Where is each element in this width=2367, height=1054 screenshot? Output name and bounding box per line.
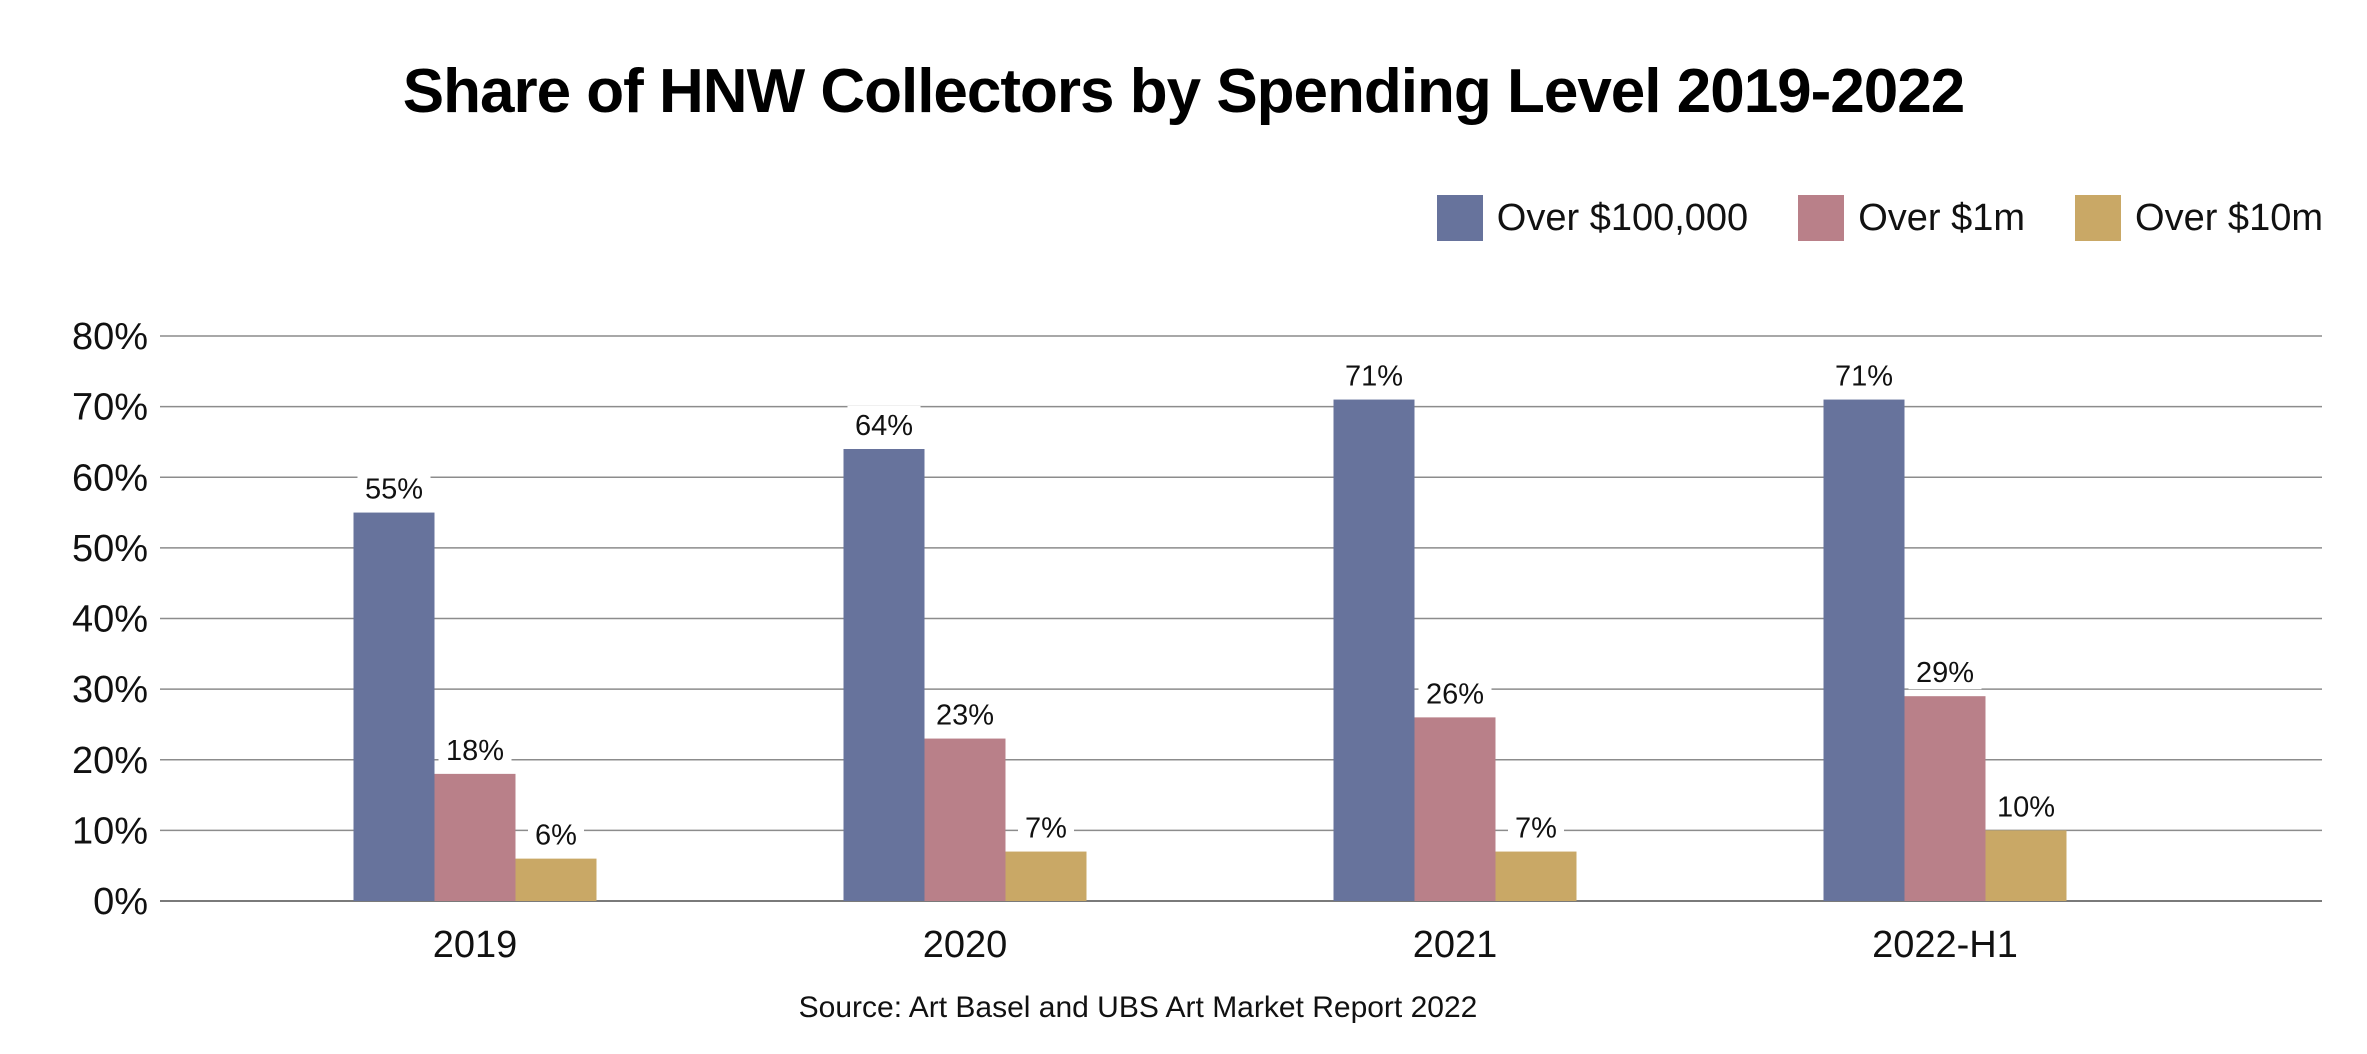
data-label-over-10m-2019: 6% (535, 820, 577, 852)
legend-item-over-1m: Over $1m (1798, 195, 2025, 241)
data-label-over-1m-2021: 26% (1426, 678, 1484, 710)
data-label-over-100-000-2022-h1: 71% (1835, 361, 1893, 393)
y-tick-label-20: 20% (72, 740, 148, 782)
y-tick-label-0: 0% (93, 881, 148, 923)
x-tick-label-2021: 2021 (1413, 924, 1498, 966)
data-label-over-10m-2022-h1: 10% (1997, 791, 2055, 823)
legend-item-over-100k: Over $100,000 (1436, 195, 1749, 241)
data-label-bg-over-10m-2022-h1 (1989, 787, 2063, 824)
bar-over-1m-2021 (1414, 717, 1496, 901)
y-tick-label-70: 70% (72, 387, 148, 429)
data-label-bg-over-10m-2019 (528, 815, 584, 852)
legend-swatch-over-1m (1798, 195, 1845, 241)
bar-over-100-000-2020 (843, 449, 925, 901)
bar-over-1m-2020 (924, 738, 1006, 901)
legend-swatch-over-10m (2075, 195, 2122, 241)
y-tick-label-10: 10% (72, 810, 148, 852)
y-tick-label-60: 60% (72, 457, 148, 499)
source-note: Source: Art Basel and UBS Art Market Rep… (799, 991, 1478, 1024)
y-tick-label-40: 40% (72, 599, 148, 641)
data-label-bg-over-100-000-2021 (1337, 356, 1411, 393)
bar-over-10m-2020 (1005, 851, 1087, 901)
bar-over-100-000-2019 (353, 512, 435, 901)
bar-over-1m-2019 (434, 773, 516, 901)
data-label-bg-over-100-000-2020 (847, 406, 921, 442)
x-axis-ticks: 2019 2020 2021 2022-H1 (433, 924, 2018, 966)
data-label-bg-over-10m-2020 (1018, 808, 1074, 845)
data-label-bg-over-10m-2021 (1508, 808, 1564, 845)
data-label-over-1m-2020: 23% (936, 700, 994, 732)
data-label-bg-over-1m-2020 (928, 695, 1002, 732)
data-label-over-1m-2019: 18% (446, 735, 504, 767)
bar-over-10m-2021 (1495, 851, 1577, 901)
data-label-over-10m-2020: 7% (1025, 813, 1067, 845)
data-label-over-10m-2021: 7% (1515, 813, 1557, 845)
y-tick-label-80: 80% (72, 316, 148, 358)
legend: Over $100,000 Over $1m Over $10m (1436, 195, 2323, 241)
x-tick-label-2022-h1: 2022-H1 (1872, 924, 2018, 966)
legend-item-over-10m: Over $10m (2075, 195, 2323, 241)
x-tick-label-2019: 2019 (433, 924, 518, 966)
data-label-bg-over-1m-2021 (1418, 674, 1492, 711)
bar-over-10m-2022-h1 (1985, 830, 2067, 901)
data-label-over-100-000-2020: 64% (855, 410, 913, 442)
y-tick-label-30: 30% (72, 669, 148, 711)
y-tick-label-50: 50% (72, 528, 148, 570)
y-axis-ticks: 0% 10% 20% 30% 40% 50% 60% 70% 80% (72, 316, 148, 923)
data-label-bg-over-100-000-2022-h1 (1827, 356, 1901, 393)
data-labels: 55% 18% 6% 64% 23% 7% 71% 26% 7% 71% 29% 10% (357, 356, 2063, 852)
bar-over-100-000-2022-h1 (1823, 399, 1905, 901)
bar-over-1m-2022-h1 (1904, 696, 1986, 901)
data-label-bg-over-100-000-2019 (357, 469, 431, 506)
chart-title: Share of HNW Collectors by Spending Leve… (402, 57, 1965, 126)
bar-over-10m-2019 (515, 858, 597, 901)
data-label-bg-over-1m-2019 (438, 730, 512, 767)
x-tick-label-2020: 2020 (923, 924, 1008, 966)
legend-label-over-100k: Over $100,000 (1496, 196, 1749, 239)
legend-label-over-1m: Over $1m (1858, 196, 2026, 239)
data-label-bg-over-1m-2022-h1 (1908, 653, 1982, 690)
data-label-over-1m-2022-h1: 29% (1916, 657, 1974, 689)
legend-swatch-over-100k (1436, 195, 1483, 241)
data-label-over-100-000-2019: 55% (365, 474, 423, 506)
data-label-over-100-000-2021: 71% (1345, 361, 1403, 393)
bars (353, 399, 2067, 901)
legend-label-over-10m: Over $10m (2135, 196, 2323, 239)
bar-over-100-000-2021 (1333, 399, 1415, 901)
